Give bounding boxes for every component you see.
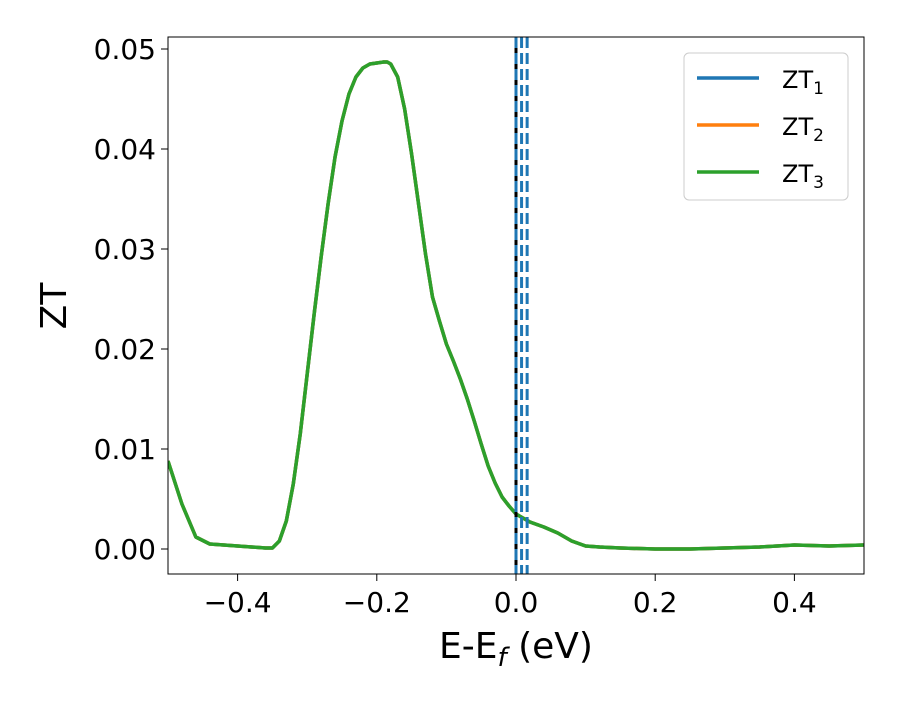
x-axis-ticks: −0.4 −0.2 0.0 0.2 0.4 <box>204 574 817 619</box>
vertical-reference-lines <box>514 37 529 574</box>
y-axis-label: ZT <box>34 282 75 330</box>
legend-items: ZT1 ZT2 ZT3 <box>697 66 824 193</box>
x-tick-label: 0.2 <box>633 586 678 619</box>
legend-label-zt3: ZT3 <box>782 160 824 193</box>
y-tick-label: 0.05 <box>94 33 156 66</box>
x-axis-label: E-Ef (eV) <box>439 626 593 673</box>
y-tick-label: 0.04 <box>94 133 156 166</box>
legend-box <box>683 52 849 201</box>
series-line-zt3 <box>168 60 864 551</box>
y-tick-label: 0.02 <box>94 333 156 366</box>
y-tick-label: 0.03 <box>94 233 156 266</box>
x-tick-label: −0.4 <box>204 586 272 619</box>
series-lines <box>168 60 864 551</box>
x-tick-label: −0.2 <box>343 586 411 619</box>
legend: ZT1 ZT2 ZT3 <box>683 52 849 201</box>
y-axis-ticks: 0.00 0.01 0.02 0.03 0.04 0.05 <box>94 33 168 566</box>
x-axis-label-unit: (eV) <box>507 626 593 667</box>
legend-label-zt1: ZT1 <box>782 66 824 99</box>
x-tick-label: 0.0 <box>494 586 539 619</box>
y-tick-label: 0.00 <box>94 533 156 566</box>
legend-label-zt2: ZT2 <box>782 113 824 146</box>
y-tick-label: 0.01 <box>94 433 156 466</box>
x-tick-label: 0.4 <box>772 586 817 619</box>
